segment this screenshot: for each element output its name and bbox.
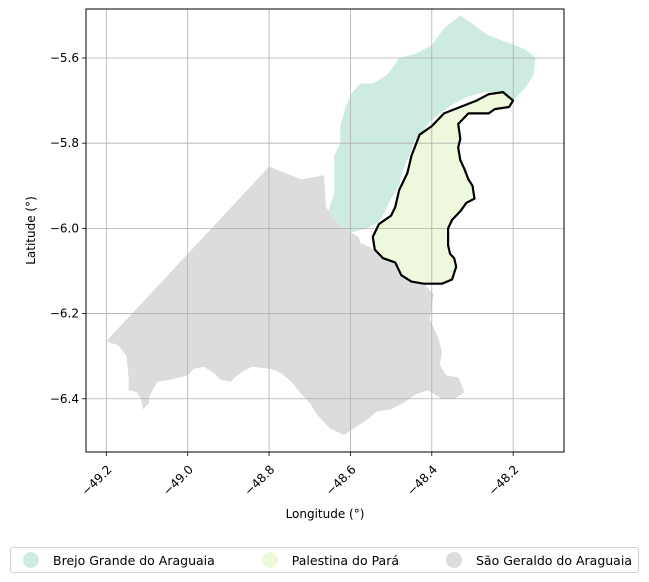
legend-item-brejo-grande: Brejo Grande do Araguaia: [23, 552, 215, 568]
y-tick-label: −6.0: [50, 221, 79, 235]
highlight-layer: [371, 90, 515, 285]
legend-swatch-sao-geraldo: [446, 552, 462, 568]
highlighted-region-outline: [371, 90, 515, 285]
legend-swatch-palestina: [261, 552, 278, 568]
x-tick-label: −48.2: [486, 462, 522, 498]
x-tick-label: −48.4: [404, 462, 440, 498]
x-tick-label: −48.8: [241, 462, 277, 498]
plot-frame: [85, 8, 565, 453]
legend-item-palestina: Palestina do Pará: [261, 552, 400, 568]
x-tick-label: −48.6: [323, 462, 359, 498]
legend-label-sao-geraldo: São Geraldo do Araguaia: [476, 552, 632, 568]
legend-label-brejo-grande: Brejo Grande do Araguaia: [53, 552, 215, 568]
legend: Brejo Grande do Araguaia Palestina do Pa…: [10, 547, 639, 573]
y-axis-label: Latitude (°): [24, 196, 38, 265]
legend-swatch-brejo-grande: [23, 552, 39, 568]
y-tick-label: −6.4: [50, 392, 79, 406]
legend-item-sao-geraldo: São Geraldo do Araguaia: [446, 552, 632, 568]
y-tick-label: −5.6: [50, 51, 79, 65]
region-brejo-grande-do-araguaia: [328, 15, 536, 233]
map-chart: −49.2 −49.0 −48.8 −48.6 −48.4 −48.2 −5.6 −5.8 −6…: [24, 8, 565, 521]
x-tick-label: −49.2: [79, 462, 115, 498]
region-sao-geraldo-do-araguaia: [106, 166, 465, 435]
region-palestina-do-para: [372, 92, 514, 284]
y-tick-label: −5.8: [50, 136, 79, 150]
x-axis-label: Longitude (°): [286, 507, 365, 521]
x-tick-label: −49.0: [160, 462, 196, 498]
legend-label-palestina: Palestina do Pará: [291, 552, 400, 568]
y-tick-label: −6.2: [50, 307, 79, 321]
grid-layer: [86, 9, 564, 452]
regions-layer: [106, 15, 536, 435]
